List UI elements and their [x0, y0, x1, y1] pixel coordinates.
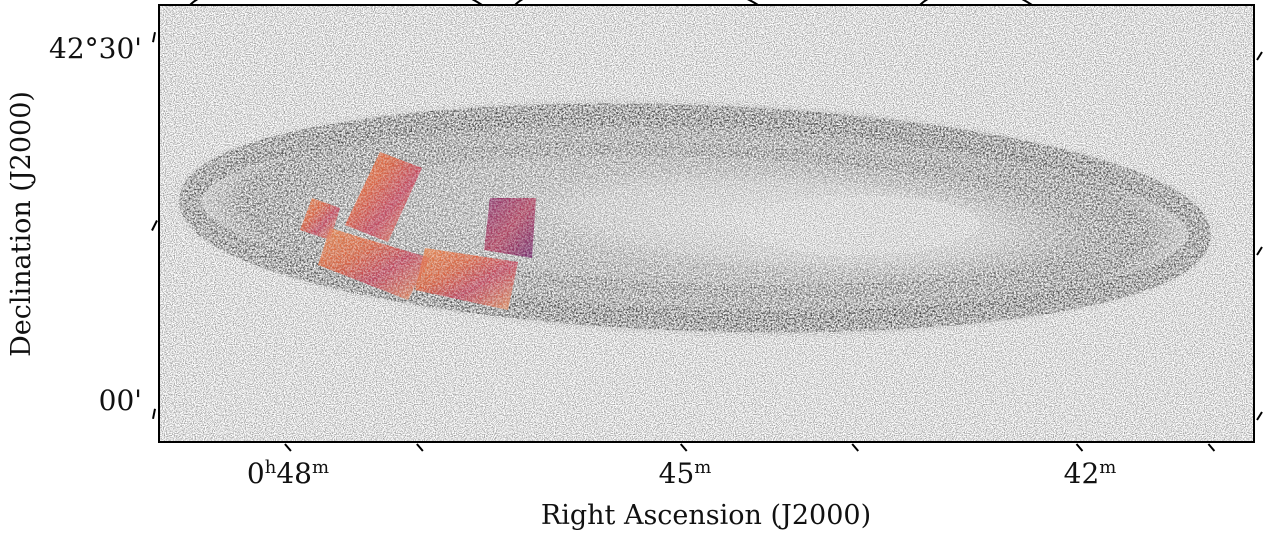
galaxy-image	[159, 5, 1254, 442]
right-edge-tick	[1256, 246, 1263, 256]
axis-ticks	[151, 31, 1263, 452]
x-axis-label: Right Ascension (J2000)	[541, 500, 871, 531]
y-axis-label: Declination (J2000)	[6, 91, 37, 357]
x-major-tick	[284, 443, 292, 452]
x-tick-label-48: 0h48m	[247, 457, 329, 490]
y-minor-tick	[151, 220, 158, 231]
x-minor-tick	[1207, 443, 1216, 452]
x-major-tick	[1075, 443, 1084, 452]
plot-frame	[158, 4, 1255, 443]
x-tick-label-45: 45m	[659, 457, 712, 490]
right-edge-tick	[1256, 51, 1263, 61]
x-minor-tick	[851, 443, 859, 452]
y-major-tick	[152, 408, 156, 420]
y-tick-label-00: 00'	[99, 384, 142, 417]
x-major-tick	[679, 443, 688, 452]
y-tick-label-30: 42°30'	[49, 32, 142, 65]
y-tick-labels: 42°30' 00'	[49, 32, 142, 417]
overlay-fields	[300, 152, 536, 310]
right-edge-tick	[1256, 411, 1263, 421]
y-major-tick	[152, 31, 156, 43]
x-minor-tick	[416, 443, 424, 452]
x-tick-label-42: 42m	[1064, 457, 1117, 490]
x-tick-labels: 0h48m 45m 42m	[247, 457, 1116, 490]
